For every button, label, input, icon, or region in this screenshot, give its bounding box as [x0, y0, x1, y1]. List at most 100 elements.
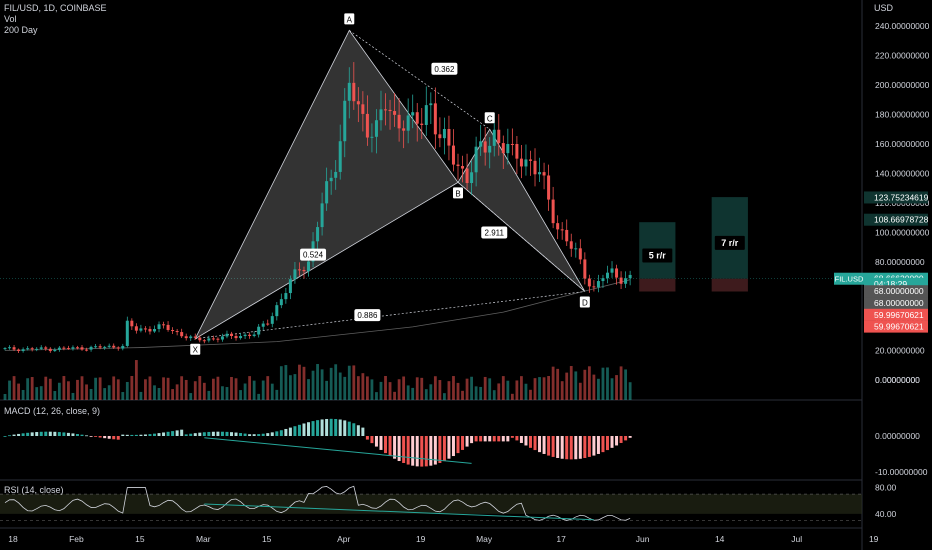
volume-bar: [438, 380, 442, 400]
volume-bar: [184, 379, 188, 400]
rsi-divergence-line: [204, 503, 594, 521]
candle-body: [420, 123, 424, 125]
volume-bar: [429, 384, 433, 400]
volume-bar: [80, 376, 84, 400]
macd-bar: [519, 436, 523, 443]
candle-body: [479, 141, 483, 147]
rsi-line: [4, 485, 631, 521]
macd-divergence-line: [204, 437, 472, 464]
candle-body: [293, 269, 297, 280]
volume-bar: [583, 369, 587, 400]
volume-bar: [465, 378, 469, 400]
macd-label[interactable]: MACD (12, 26, close, 9): [4, 406, 101, 416]
volume-bar: [601, 367, 605, 400]
time-axis-tick: 14: [715, 534, 725, 544]
volume-bar: [266, 376, 270, 400]
price-axis-tick: 0.00000000: [875, 375, 920, 385]
volume-bar: [397, 379, 401, 400]
price-axis-tick: 140.00000000: [875, 169, 930, 179]
volume-bar: [334, 364, 338, 400]
candle-body: [26, 348, 30, 350]
macd-bar: [424, 436, 428, 467]
ratio-box: [354, 309, 381, 322]
candle-body: [297, 269, 301, 271]
macd-bar: [565, 436, 569, 460]
candle-body: [488, 145, 492, 153]
macd-bar: [202, 432, 206, 436]
candle-body: [103, 346, 107, 348]
volume-bar: [44, 376, 48, 400]
macd-bar: [338, 419, 342, 436]
macd-bar: [442, 436, 446, 462]
macd-bar: [583, 436, 587, 458]
candle-body: [288, 279, 292, 294]
macd-bar: [384, 436, 388, 454]
volume-bar: [542, 377, 546, 400]
macd-bar: [510, 436, 514, 438]
candle-body: [379, 109, 383, 121]
candle-body: [334, 171, 338, 178]
axis-price-badge: [864, 297, 928, 310]
pattern-dashed-line: [195, 291, 585, 340]
candle-body: [66, 348, 70, 350]
candle-body: [162, 324, 166, 326]
candle-body: [171, 329, 175, 332]
volume-bar: [415, 377, 419, 400]
volume-bar: [307, 379, 310, 400]
candle-body: [220, 336, 224, 340]
volume-bar: [171, 389, 175, 400]
volume-bar: [456, 382, 460, 400]
volume-bar: [252, 380, 256, 400]
symbol-line[interactable]: FIL/USD, 1D, COINBASE: [4, 3, 107, 13]
volume-bar: [497, 383, 501, 400]
macd-bar: [352, 423, 356, 436]
candle-body: [48, 348, 52, 352]
candle-body: [234, 336, 238, 339]
candle-body: [587, 278, 591, 287]
volume-bar: [492, 390, 496, 400]
candle-body: [542, 172, 546, 176]
rsi-label[interactable]: RSI (14, close): [4, 485, 64, 495]
macd-bar: [397, 436, 401, 462]
volume-bar: [547, 376, 550, 400]
candle-body: [510, 143, 514, 145]
ma-label[interactable]: 200 Day: [4, 25, 38, 35]
macd-bar: [270, 432, 274, 436]
candle-body: [329, 177, 333, 182]
macd-bar: [26, 432, 30, 436]
macd-bar: [279, 430, 283, 436]
volume-bar: [116, 379, 120, 400]
volume-bar: [107, 385, 111, 400]
volume-bar: [121, 392, 125, 400]
volume-bar: [393, 391, 396, 400]
pattern-point-c: C: [487, 114, 493, 123]
macd-axis-tick: 0.00000000: [875, 431, 920, 441]
target-label-bg: [714, 235, 745, 250]
ratio-box: [481, 226, 508, 239]
macd-bar: [420, 436, 424, 467]
candle-body: [261, 323, 265, 327]
volume-bar: [130, 376, 134, 400]
macd-bar: [329, 418, 333, 436]
volume-bar: [166, 377, 170, 400]
candle-body: [506, 143, 510, 154]
macd-bar: [578, 436, 582, 459]
macd-bar: [284, 428, 288, 436]
candle-body: [501, 143, 505, 154]
candle-body: [456, 164, 460, 167]
time-axis-tick: 19: [869, 534, 879, 544]
candle-body: [569, 241, 573, 249]
macd-bar: [461, 436, 465, 450]
volume-bar: [39, 386, 43, 400]
target-label: 7 r/r: [721, 238, 739, 248]
macd-bar: [429, 436, 433, 466]
axis-price-badge: [864, 285, 928, 298]
time-axis-tick: 19: [416, 534, 426, 544]
ratio-box: [431, 62, 458, 75]
candle-body: [89, 346, 93, 350]
candle-body: [433, 103, 437, 135]
candle-body: [279, 299, 283, 306]
vol-label[interactable]: Vol: [4, 14, 17, 24]
candle-body: [98, 346, 102, 348]
